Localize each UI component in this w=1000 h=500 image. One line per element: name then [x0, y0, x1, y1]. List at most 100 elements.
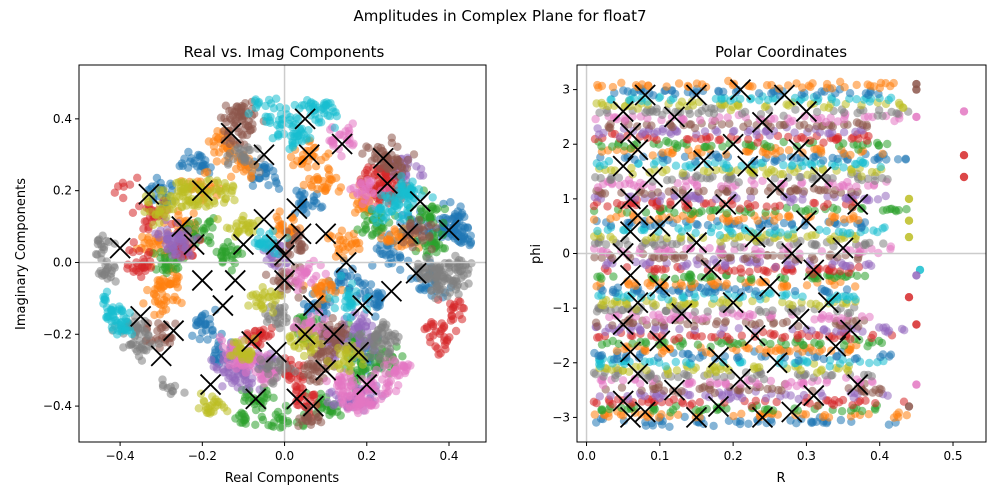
chart2-point — [664, 369, 673, 379]
chart2-point — [861, 396, 870, 405]
chart2-point — [776, 228, 785, 237]
chart2-point — [609, 285, 618, 295]
chart2-point — [736, 204, 745, 213]
chart2-point — [865, 312, 874, 322]
chart1-point — [129, 238, 138, 247]
chart2-point — [590, 253, 599, 262]
chart1-point — [349, 381, 359, 390]
chart1-point — [292, 316, 302, 326]
chart1-point — [312, 198, 321, 208]
chart2-point — [774, 385, 783, 395]
chart1-point — [303, 360, 313, 369]
chart1-point — [371, 312, 380, 321]
chart1-point — [226, 172, 236, 181]
chart2-point — [675, 324, 684, 334]
chart1-point — [451, 326, 461, 336]
chart1-point — [400, 366, 409, 376]
chart1-point — [363, 396, 373, 405]
chart1-point — [427, 245, 436, 254]
chart1-point — [450, 210, 460, 219]
chart2-point — [608, 321, 617, 330]
chart1-point — [201, 161, 210, 170]
chart1-point — [165, 338, 175, 348]
chart2-point — [686, 270, 695, 279]
chart1-point — [375, 301, 384, 310]
chart1-point — [396, 253, 405, 262]
chart1-point — [334, 187, 343, 196]
chart1-point — [429, 319, 438, 329]
chart1-point — [465, 240, 474, 250]
chart1-point — [297, 187, 307, 196]
chart2-point — [810, 338, 819, 347]
chart1-point — [393, 156, 403, 165]
chart2-point — [867, 372, 876, 381]
chart1-point — [224, 374, 233, 383]
chart2-point — [729, 411, 738, 421]
chart2-point — [860, 271, 870, 281]
chart2-point — [807, 231, 816, 240]
chart2-point — [829, 400, 838, 410]
chart2-point — [851, 295, 860, 304]
chart1-point — [178, 245, 187, 255]
chart1-point — [146, 263, 155, 272]
chart1-point — [135, 246, 144, 256]
chart1-point — [337, 152, 346, 161]
chart2-point — [793, 406, 802, 415]
chart1-point — [125, 246, 134, 255]
chart1-point — [212, 247, 221, 257]
chart2-point — [589, 215, 599, 224]
chart1-point — [307, 181, 316, 190]
chart1-point — [460, 212, 469, 221]
chart1-point — [361, 225, 370, 234]
chart1-point — [382, 356, 391, 365]
chart1-point — [312, 362, 321, 371]
chart1-point — [370, 369, 379, 379]
chart1-point — [293, 286, 302, 295]
chart1-point — [457, 227, 467, 237]
chart1-point — [227, 266, 236, 275]
chart2-point — [751, 396, 760, 405]
chart1-point — [193, 318, 203, 327]
chart1-point — [189, 209, 198, 218]
chart1-point — [269, 166, 278, 176]
chart2-point — [722, 209, 732, 218]
chart1-point — [425, 255, 434, 264]
chart1-point — [143, 285, 152, 295]
chart2-point — [735, 419, 745, 429]
chart1-point — [218, 343, 228, 352]
chart2-point — [842, 285, 852, 294]
chart2-point — [593, 226, 602, 236]
chart1-point — [183, 239, 192, 248]
chart1-point — [327, 283, 337, 292]
chart1-point — [324, 276, 333, 285]
chart1-point — [324, 149, 333, 158]
chart1-point — [178, 161, 187, 171]
chart2-point — [670, 208, 679, 217]
chart2-point — [671, 357, 680, 367]
chart2-point — [839, 215, 849, 224]
chart1-point — [210, 148, 219, 157]
chart1-point — [188, 331, 197, 340]
chart1-point — [118, 178, 128, 187]
chart1-point — [368, 261, 377, 270]
chart2-point — [854, 216, 863, 225]
chart1-point — [334, 130, 344, 139]
chart1-point — [199, 226, 209, 236]
chart1-point — [360, 211, 369, 220]
chart2-point — [852, 354, 861, 363]
chart2-point — [723, 217, 732, 226]
chart1-point — [377, 223, 387, 232]
chart2-point — [798, 292, 807, 301]
chart2-point — [695, 353, 704, 362]
chart2-point — [734, 324, 743, 333]
chart1-point — [409, 150, 419, 159]
chart1-point — [370, 170, 379, 180]
chart1-point — [261, 270, 271, 279]
chart1-point — [220, 113, 229, 123]
chart1-point — [348, 119, 357, 128]
chart1-point — [156, 248, 166, 257]
chart2-point — [730, 266, 739, 275]
chart2-point — [822, 226, 831, 236]
chart1-point — [416, 171, 425, 180]
chart1-point — [313, 176, 323, 185]
